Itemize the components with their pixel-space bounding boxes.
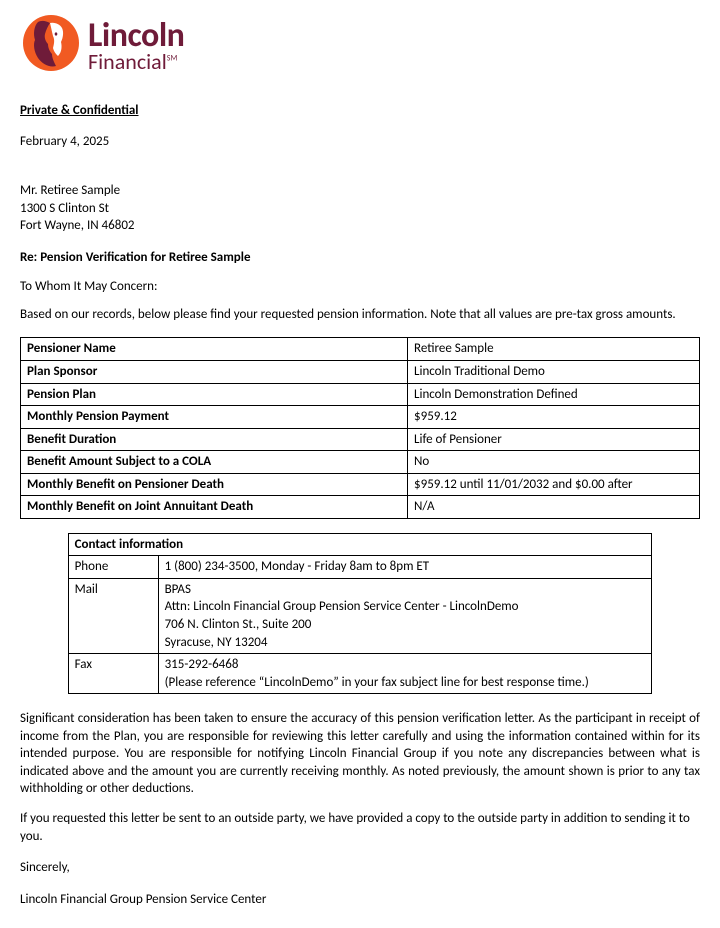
pension-field-value: Lincoln Demonstration Defined (408, 383, 700, 406)
recipient-street: 1300 S Clinton St (20, 200, 700, 218)
company-logo: Lincoln FinancialSM (20, 12, 700, 80)
contact-field-label: Phone (68, 556, 158, 579)
pension-field-label: Benefit Duration (21, 428, 408, 451)
pension-field-value: $959.12 (408, 406, 700, 429)
pension-field-value: Retiree Sample (408, 338, 700, 361)
table-row: Monthly Benefit on Pensioner Death$959.1… (21, 473, 700, 496)
contact-field-value: 315-292-6468(Please reference “LincolnDe… (158, 654, 652, 694)
pension-field-label: Monthly Benefit on Pensioner Death (21, 473, 408, 496)
pension-field-label: Plan Sponsor (21, 361, 408, 384)
pension-field-value: Lincoln Traditional Demo (408, 361, 700, 384)
table-row: Benefit Amount Subject to a COLANo (21, 451, 700, 474)
contact-field-value: BPASAttn: Lincoln Financial Group Pensio… (158, 578, 652, 653)
table-row: Plan SponsorLincoln Traditional Demo (21, 361, 700, 384)
pension-field-label: Pensioner Name (21, 338, 408, 361)
confidential-marker: Private & Confidential (20, 102, 700, 120)
pension-field-value: Life of Pensioner (408, 428, 700, 451)
table-row: Monthly Benefit on Joint Annuitant Death… (21, 496, 700, 519)
recipient-city: Fort Wayne, IN 46802 (20, 217, 700, 235)
contact-info-table: Contact information Phone1 (800) 234-350… (68, 533, 653, 694)
subject-line: Re: Pension Verification for Retiree Sam… (20, 249, 700, 267)
table-row: Pensioner NameRetiree Sample (21, 338, 700, 361)
pension-field-label: Benefit Amount Subject to a COLA (21, 451, 408, 474)
pension-field-value: N/A (408, 496, 700, 519)
pension-field-label: Pension Plan (21, 383, 408, 406)
outside-party-paragraph: If you requested this letter be sent to … (20, 810, 700, 845)
table-row: Pension PlanLincoln Demonstration Define… (21, 383, 700, 406)
closing: Sincerely, (20, 859, 700, 877)
pension-details-table: Pensioner NameRetiree SamplePlan Sponsor… (20, 337, 700, 518)
logo-text-line2: FinancialSM (88, 51, 184, 73)
salutation: To Whom It May Concern: (20, 278, 700, 296)
table-row: Benefit DurationLife of Pensioner (21, 428, 700, 451)
pension-field-value: No (408, 451, 700, 474)
intro-paragraph: Based on our records, below please find … (20, 306, 700, 324)
pension-field-label: Monthly Pension Payment (21, 406, 408, 429)
lincoln-portrait-icon (20, 12, 82, 80)
table-row: Monthly Pension Payment$959.12 (21, 406, 700, 429)
contact-field-label: Mail (68, 578, 158, 653)
table-row: Phone1 (800) 234-3500, Monday - Friday 8… (68, 556, 652, 579)
recipient-block: Mr. Retiree Sample 1300 S Clinton St For… (20, 182, 700, 235)
pension-field-value: $959.12 until 11/01/2032 and $0.00 after (408, 473, 700, 496)
letter-date: February 4, 2025 (20, 133, 700, 151)
logo-sm-mark: SM (167, 53, 178, 63)
contact-field-label: Fax (68, 654, 158, 694)
recipient-name: Mr. Retiree Sample (20, 182, 700, 200)
contact-field-value: 1 (800) 234-3500, Monday - Friday 8am to… (158, 556, 652, 579)
signature-line: Lincoln Financial Group Pension Service … (20, 891, 700, 909)
contact-header: Contact information (68, 533, 652, 556)
table-row: MailBPASAttn: Lincoln Financial Group Pe… (68, 578, 652, 653)
disclaimer-paragraph: Significant consideration has been taken… (20, 710, 700, 798)
table-row: Fax315-292-6468(Please reference “Lincol… (68, 654, 652, 694)
pension-field-label: Monthly Benefit on Joint Annuitant Death (21, 496, 408, 519)
